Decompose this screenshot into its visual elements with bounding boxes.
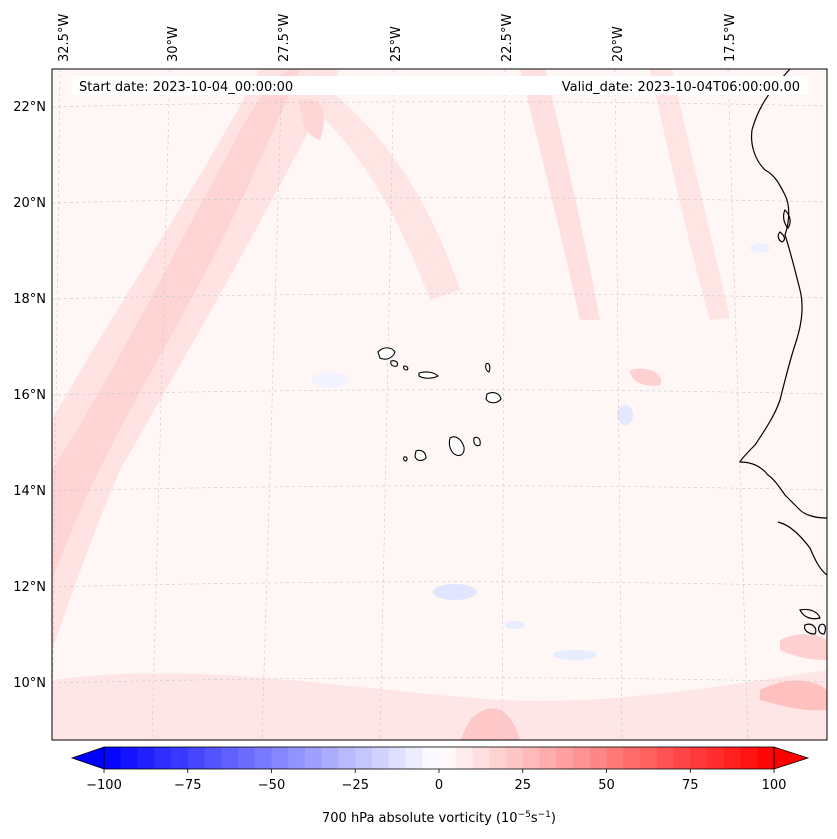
colorbar-segment [707,747,725,769]
colorbar-segment [288,747,306,769]
colorbar-segment [506,747,524,769]
colorbar-segment [154,747,172,769]
colorbar-segment [171,747,189,769]
colorbar-segment [120,747,138,769]
colorbar-segment [405,747,423,769]
lat-label: 10°N [13,676,46,691]
colorbar-segment [740,747,758,769]
colorbar-segment [489,747,507,769]
colorbar-segment [757,747,775,769]
vorticity-field [52,69,827,740]
colorbar-segment [690,747,708,769]
colorbar-segments [104,747,775,769]
colorbar-segment [573,747,591,769]
latitude-labels: 22°N 20°N 18°N 16°N 14°N 12°N 10°N [13,100,46,691]
lon-label: 30°W [166,26,181,62]
longitude-labels: 32.5°W 30°W 27.5°W 25°W 22.5°W 20°W 17.5… [57,14,738,62]
colorbar-segment [606,747,624,769]
cape-verde-islands [377,347,502,462]
colorbar-tick-label: −100 [86,778,122,793]
lon-label: 25°W [389,26,404,62]
colorbar-segment [422,747,440,769]
colorbar-segment [305,747,323,769]
coastline [739,69,827,635]
lat-label: 20°N [13,196,46,211]
valid-date-label: Valid_date: 2023-10-04T06:00:00.00 [562,80,800,95]
map-frame [51,68,828,741]
lon-label: 20°W [611,26,626,62]
colorbar-segment [589,747,607,769]
colorbar-segment [238,747,256,769]
colorbar-tick-label: −75 [174,778,201,793]
colorbar-segment [439,747,457,769]
colorbar-segment [522,747,540,769]
colorbar-segment [623,747,641,769]
colorbar-extend-max [773,746,810,770]
colorbar-tick-label: 25 [514,778,531,793]
colorbar-segment [355,747,373,769]
colorbar-tick-label: −25 [342,778,369,793]
colorbar-segment [640,747,658,769]
colorbar-segment [372,747,390,769]
colorbar-ticks: −100 −75 −50 −25 0 25 50 75 100 [86,769,786,793]
lon-label: 27.5°W [277,14,292,62]
colorbar-segment [472,747,490,769]
colorbar-extend-min [70,746,105,770]
lat-label: 22°N [13,100,46,115]
colorbar-tick-label: 0 [435,778,443,793]
colorbar-segment [723,747,741,769]
start-date-label: Start date: 2023-10-04_00:00:00 [79,80,293,95]
colorbar-segment [271,747,289,769]
gridlines [52,69,827,740]
colorbar-label: 700 hPa absolute vorticity (10−5s−1) [322,810,556,826]
colorbar-segment [388,747,406,769]
header-box [72,76,808,95]
colorbar-segment [455,747,473,769]
colorbar-segment [221,747,239,769]
colorbar-segment [204,747,222,769]
lat-label: 12°N [13,580,46,595]
colorbar-segment [104,747,122,769]
colorbar-segment [254,747,272,769]
colorbar-tick-label: 75 [682,778,699,793]
colorbar-segment [656,747,674,769]
lat-label: 14°N [13,484,46,499]
colorbar-segment [187,747,205,769]
colorbar: −100 −75 −50 −25 0 25 50 75 100 700 hPa absolute… [70,746,810,826]
colorbar-tick-label: 50 [598,778,615,793]
lat-label: 18°N [13,292,46,307]
colorbar-segment [338,747,356,769]
colorbar-tick-label: −50 [258,778,285,793]
colorbar-segment [673,747,691,769]
lat-label: 16°N [13,388,46,403]
lon-label: 32.5°W [57,14,72,62]
lon-label: 22.5°W [500,14,515,62]
lon-label: 17.5°W [723,14,738,62]
colorbar-segment [539,747,557,769]
colorbar-segment [137,747,155,769]
colorbar-tick-label: 100 [762,778,787,793]
colorbar-segment [556,747,574,769]
colorbar-segment [321,747,339,769]
